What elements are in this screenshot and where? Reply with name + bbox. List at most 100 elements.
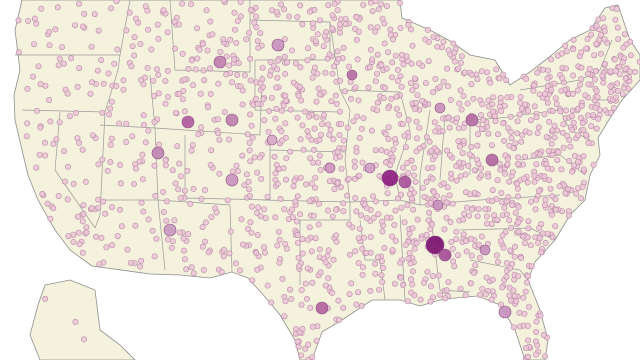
marker (531, 172, 538, 179)
marker (314, 70, 321, 77)
marker (468, 71, 475, 78)
marker (162, 78, 169, 85)
marker (307, 304, 314, 311)
marker (432, 153, 439, 160)
marker (416, 60, 423, 67)
marker (413, 83, 420, 90)
marker (224, 197, 231, 204)
marker (37, 81, 44, 88)
marker (140, 208, 147, 215)
marker (515, 219, 522, 226)
marker (257, 154, 264, 161)
marker (152, 192, 159, 199)
marker (100, 198, 107, 205)
marker (474, 213, 481, 220)
marker (355, 97, 362, 104)
marker (531, 103, 538, 110)
marker (394, 66, 401, 73)
marker (430, 33, 437, 40)
marker (414, 216, 421, 223)
marker (367, 234, 374, 241)
marker (245, 225, 252, 232)
marker (181, 187, 188, 194)
marker (405, 116, 412, 123)
marker (610, 105, 617, 112)
marker (360, 1, 367, 8)
marker (295, 343, 302, 350)
marker (474, 142, 481, 149)
marker (474, 76, 481, 83)
marker (181, 76, 188, 83)
marker (390, 146, 397, 153)
marker (66, 113, 73, 120)
marker (398, 191, 405, 198)
marker (456, 100, 463, 107)
marker (546, 177, 553, 184)
marker (434, 102, 446, 114)
marker (446, 152, 453, 159)
marker (281, 6, 288, 13)
marker (590, 112, 597, 119)
marker (544, 75, 551, 82)
marker (524, 322, 531, 329)
marker (558, 50, 565, 57)
marker (272, 115, 279, 122)
marker (485, 173, 492, 180)
marker (369, 193, 376, 200)
marker (552, 95, 559, 102)
marker (501, 170, 508, 177)
marker (320, 43, 327, 50)
marker (419, 184, 426, 191)
marker (374, 99, 381, 106)
marker (344, 192, 351, 199)
marker (526, 129, 533, 136)
marker (297, 2, 304, 9)
marker (70, 180, 77, 187)
marker (47, 215, 54, 222)
marker (312, 174, 319, 181)
marker (239, 101, 246, 108)
marker (440, 195, 447, 202)
marker (592, 104, 599, 111)
marker (285, 13, 292, 20)
marker (612, 68, 619, 75)
marker (400, 61, 407, 68)
marker (433, 147, 440, 154)
marker (225, 113, 239, 127)
marker (476, 254, 483, 261)
marker (444, 83, 451, 90)
marker (315, 159, 322, 166)
marker (547, 185, 554, 192)
marker (334, 148, 341, 155)
marker (515, 273, 522, 280)
marker (155, 90, 162, 97)
marker (419, 97, 426, 104)
marker (332, 206, 339, 213)
marker (388, 95, 395, 102)
marker (409, 225, 416, 232)
marker (407, 276, 414, 283)
marker (346, 251, 353, 258)
marker (467, 235, 474, 242)
marker (542, 240, 549, 247)
marker (601, 60, 608, 67)
marker (451, 49, 458, 56)
marker (570, 162, 577, 169)
marker (271, 153, 278, 160)
marker (498, 108, 505, 115)
marker (53, 136, 60, 143)
marker (456, 159, 463, 166)
marker (309, 20, 316, 27)
marker (246, 147, 253, 154)
marker (169, 238, 176, 245)
marker (503, 198, 510, 205)
marker (468, 81, 475, 88)
marker (445, 279, 452, 286)
marker (239, 87, 246, 94)
marker (145, 127, 152, 134)
marker (76, 241, 83, 248)
marker (179, 50, 186, 57)
marker (444, 147, 451, 154)
marker (432, 128, 439, 135)
